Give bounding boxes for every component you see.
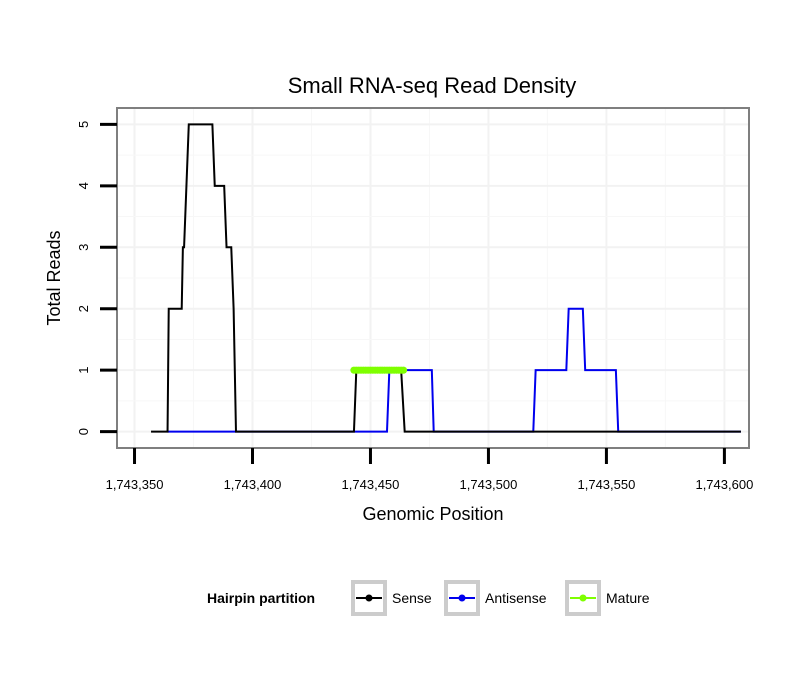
y-tick-label: 5 (76, 121, 91, 128)
x-tick-label: 1,743,550 (578, 477, 636, 492)
y-tick-label: 3 (76, 244, 91, 251)
legend-item-antisense: Antisense (444, 580, 547, 616)
y-tick-label: 4 (76, 182, 91, 189)
plot-panel-border (116, 107, 750, 449)
y-tick-label: 1 (76, 367, 91, 374)
legend: Hairpin partition Sense Antisense Mature (207, 580, 650, 616)
legend-label-antisense: Antisense (485, 590, 547, 606)
legend-item-mature: Mature (565, 580, 650, 616)
y-axis-label: Total Reads (44, 230, 64, 325)
legend-label-mature: Mature (606, 590, 650, 606)
x-tick-label: 1,743,450 (342, 477, 400, 492)
y-axis: 0 1 2 3 4 5 (76, 121, 117, 435)
series-sense-line (151, 123, 741, 433)
legend-point-sense (365, 594, 373, 602)
x-axis-label: Genomic Position (362, 504, 503, 524)
legend-item-sense: Sense (351, 580, 432, 616)
chart-title: Small RNA-seq Read Density (288, 73, 577, 98)
x-tick-label: 1,743,400 (224, 477, 282, 492)
x-tick-label: 1,743,350 (106, 477, 164, 492)
legend-label-sense: Sense (392, 590, 432, 606)
legend-point-mature (579, 594, 587, 602)
y-tick-label: 2 (76, 305, 91, 312)
legend-point-antisense (458, 594, 466, 602)
legend-title: Hairpin partition (207, 590, 315, 606)
series-layer (151, 123, 741, 433)
y-tick-label: 0 (76, 428, 91, 435)
series-mature-point (399, 366, 408, 374)
x-axis: 1,743,350 1,743,400 1,743,450 1,743,500 1,74… (106, 448, 753, 492)
legend-items: Sense Antisense Mature (351, 580, 650, 616)
x-tick-label: 1,743,500 (460, 477, 518, 492)
x-tick-label: 1,743,600 (695, 477, 753, 492)
